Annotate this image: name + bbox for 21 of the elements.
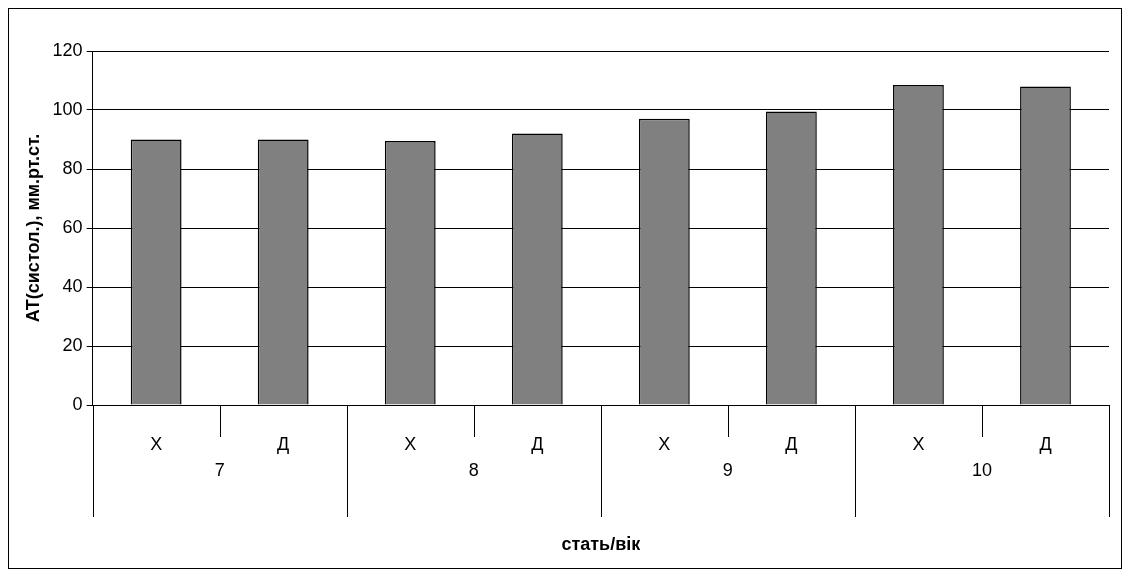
y-tick-label: 120 [52,39,83,60]
x-tick-label: Д [785,433,798,454]
x-tick-label: Х [658,433,671,454]
x-tick-label: Д [277,433,290,454]
y-tick-label: 60 [62,216,83,237]
x-tick-label: Х [912,433,925,454]
y-tick-label: 100 [52,98,83,119]
x-tick-label: Д [1039,433,1052,454]
y-tick-label: 40 [62,275,83,296]
text: 10 [971,459,992,480]
x-axis-title: стать/вік [561,533,642,554]
x-tick-label: Х [404,433,417,454]
y-tick-label: 80 [62,157,83,178]
y-tick-label: 0 [72,393,83,414]
x-tick-label: Д [531,433,544,454]
text: 7 [214,459,225,480]
text: 9 [722,459,733,480]
text: 8 [468,459,479,480]
y-tick-label: 20 [62,334,83,355]
x-tick-label: Х [150,433,163,454]
y-axis-title: АТ(систол.), мм.рт.ст. [22,133,43,323]
